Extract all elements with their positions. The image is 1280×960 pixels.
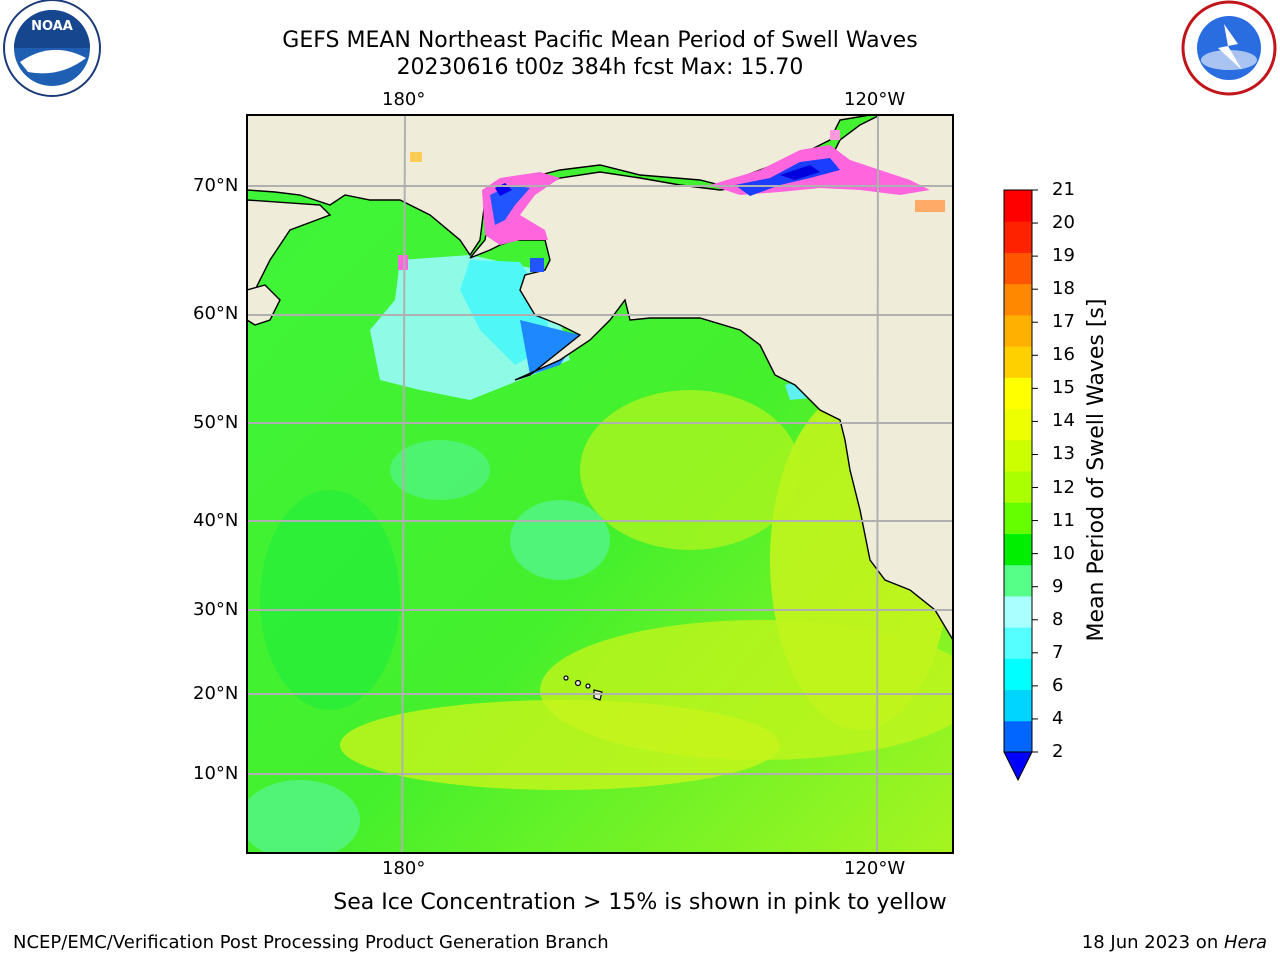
colorbar-segment	[1004, 221, 1032, 253]
colorbar-tick-label: 4	[1052, 707, 1064, 729]
colorbar-segment	[1004, 564, 1032, 597]
colorbar-tick-label: 11	[1052, 509, 1075, 531]
lon-label-top-120w: 120°W	[844, 89, 906, 110]
colorbar-segment	[1004, 502, 1032, 534]
colorbar-segment	[1004, 720, 1032, 753]
colorbar-tick-label: 21	[1052, 179, 1075, 200]
footer-host: Hera	[1223, 932, 1267, 953]
colorbar-tick-label: 14	[1052, 410, 1075, 432]
colorbar-segment	[1004, 314, 1032, 347]
colorbar-extension	[1003, 751, 1033, 782]
colorbar-tick-label: 7	[1052, 641, 1064, 663]
colorbar-segment	[1004, 627, 1032, 659]
period-patch	[520, 320, 580, 375]
colorbar-tick-label: 20	[1052, 212, 1075, 234]
period-patch	[510, 500, 610, 580]
colorbar-segment	[1004, 346, 1032, 378]
map-area	[247, 115, 953, 853]
period-patch	[785, 380, 810, 400]
chart-title: GEFS MEAN Northeast Pacific Mean Period …	[282, 28, 918, 53]
lon-label-top-180: 180°	[382, 89, 426, 110]
lat-label-50n: 50°N	[193, 412, 239, 433]
colorbar-segment	[1004, 658, 1032, 691]
colorbar-segment	[1004, 439, 1032, 472]
colorbar-tick-label: 16	[1052, 344, 1075, 366]
colorbar-tick-label: 19	[1052, 245, 1075, 267]
footer-credit: NCEP/EMC/Verification Post Processing Pr…	[13, 932, 609, 953]
lon-label-bottom-180: 180°	[382, 858, 426, 879]
colorbar-segment	[1004, 190, 1032, 222]
map-frame	[246, 114, 954, 854]
colorbar-tick-label: 6	[1052, 674, 1064, 696]
colorbar-tick-label: 12	[1052, 476, 1075, 498]
period-patch	[340, 700, 780, 790]
period-patch	[260, 490, 400, 710]
colorbar-label: Mean Period of Swell Waves [s]	[1084, 298, 1109, 642]
colorbar-frame	[1003, 189, 1033, 753]
colorbar-tick-label: 18	[1052, 278, 1075, 300]
colorbar-tick-label: 9	[1052, 575, 1064, 597]
colorbar-segment	[1004, 283, 1032, 316]
colorbar-tick-label: 15	[1052, 377, 1075, 399]
lat-label-70n: 70°N	[193, 175, 239, 196]
colorbar-segment	[1004, 377, 1032, 410]
colorbar-tick-label: 2	[1052, 741, 1064, 762]
footer-date-text: 18 Jun 2023 on	[1081, 932, 1224, 953]
colorbar-segment	[1004, 252, 1032, 285]
period-patch	[247, 780, 360, 853]
colorbar	[1003, 189, 1038, 782]
chart-subtitle: 20230616 t00z 384h fcst Max: 15.70	[396, 55, 804, 80]
colorbar-segment	[1004, 533, 1032, 566]
lat-label-30n: 30°N	[193, 599, 239, 620]
colorbar-segment	[1004, 408, 1032, 441]
colorbar-tick-label: 10	[1052, 542, 1075, 564]
colorbar-segment	[1004, 471, 1032, 503]
colorbar-tick-label: 13	[1052, 443, 1075, 465]
period-patch	[390, 440, 490, 500]
lat-label-10n: 10°N	[193, 763, 239, 784]
colorbar-segment	[1004, 595, 1032, 628]
lat-label-60n: 60°N	[193, 303, 239, 324]
lat-label-40n: 40°N	[193, 510, 239, 531]
colorbar-tick-label: 17	[1052, 311, 1075, 333]
lon-label-bottom-120w: 120°W	[844, 858, 906, 879]
lat-label-20n: 20°N	[193, 683, 239, 704]
noaa-logo-icon	[3, 0, 101, 97]
graticule	[247, 115, 953, 853]
period-patch	[580, 390, 800, 550]
colorbar-segment	[1004, 689, 1032, 722]
colorbar-tick-label: 8	[1052, 608, 1064, 630]
noaa-logo-text: NOAA	[31, 19, 73, 34]
sea-ice-note: Sea Ice Concentration > 15% is shown in …	[333, 890, 947, 915]
footer-date: 18 Jun 2023 on Hera	[1082, 933, 1267, 953]
nws-logo-icon	[1181, 0, 1277, 96]
